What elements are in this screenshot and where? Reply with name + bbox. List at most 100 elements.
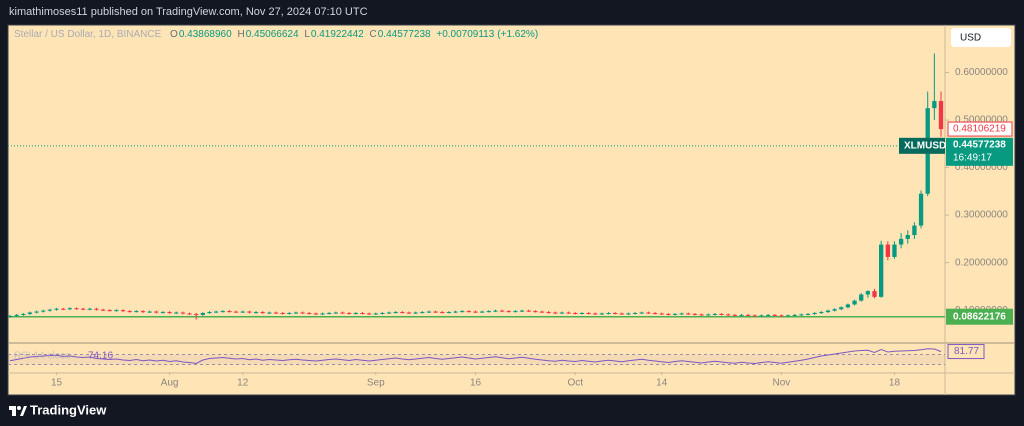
candle-body [74,308,79,310]
candle-body [845,304,851,308]
y-tick-label: 0.40000000 [955,162,1008,173]
candle-body [300,312,305,314]
candle-body [34,311,39,313]
x-tick-label: 15 [51,378,63,389]
candle-body [759,315,764,317]
candle-body [486,311,491,313]
candle-body [187,313,192,315]
candle-body [506,311,511,313]
currency-label[interactable]: USD [960,33,981,44]
symbol-tag [899,137,945,154]
candle-body [612,313,618,315]
candle-body [526,310,531,312]
candle-body [154,311,159,313]
candle-body [898,238,904,245]
candle-body [852,300,857,305]
candle-body [559,312,565,314]
candle-body [932,101,937,109]
candle-body [706,314,711,316]
ohlc-key: O [170,29,178,40]
rsi-name: RSI 14 close [14,351,71,362]
logo [9,406,27,416]
candle-body [333,312,339,314]
candle-body [719,313,724,315]
candle-body [493,310,498,312]
x-tick-label: Sep [367,378,385,389]
candle-body [273,312,279,314]
symbol-title: Stellar / US Dollar, 1D, BINANCE [14,29,162,40]
x-tick-label: 14 [656,378,668,389]
x-tick-label: 16 [470,378,482,389]
candle-body [207,312,212,314]
candle-body [579,313,585,315]
candle-body [353,313,358,315]
chart-area [7,24,1016,396]
prev-close-label: 0.48106219 [953,124,1006,135]
candle-body [167,312,172,314]
candle-body [892,244,897,257]
candle-body [327,313,332,315]
level-label: 0.08622176 [953,311,1006,322]
candle-body [54,308,59,310]
y-tick-label: 0.60000000 [955,67,1008,78]
candle-body [632,313,638,315]
candle-body [785,315,791,317]
ohlc-value: 0.45066624 [245,29,299,40]
candle-body [619,313,624,315]
candle-body [812,313,817,315]
candle-body [765,314,771,316]
brand: TradingView [30,402,107,417]
candle-body [307,313,312,315]
candle-body [260,312,265,314]
rsi-ma: 74.16 [88,351,113,362]
candle-body [539,311,545,313]
currency-button[interactable] [951,28,1011,47]
candle-body [686,313,691,315]
candle-body [114,310,119,312]
candle-body [586,313,591,315]
candle-body [67,308,73,310]
rsi-band [8,354,945,365]
candle-body [513,311,518,313]
candle-body [180,312,186,314]
candle-body [380,313,385,315]
rsi-tag [947,344,985,360]
candle-body [779,315,784,317]
candle-body [320,313,325,315]
legend: Stellar / US Dollar, 1D, BINANCE O0.4386… [14,29,541,40]
candle-body [652,313,658,315]
candle-body [473,311,478,313]
candle-body [413,312,418,314]
x-tick-label: 18 [889,378,901,389]
candle-body [287,313,292,315]
candle-body [672,313,678,315]
candle-body [832,309,837,311]
candle-body [938,101,944,130]
ohlc-key: H [237,29,245,40]
candle-body [360,313,365,315]
candle-body [466,311,472,313]
candle-body [346,313,352,315]
candle-body [293,312,299,314]
candle-body [393,312,398,314]
candle-body [406,312,412,314]
candle-body [593,313,598,315]
candle-body [918,193,924,226]
candle-body [87,308,92,310]
candle-body [340,312,345,314]
candle-body [267,312,272,314]
candle-body [646,312,651,314]
x-tick-label: Aug [161,378,179,389]
candle-body [373,313,378,315]
change: +0.00709113 [436,29,495,40]
candle-body [912,225,917,236]
candle-body [499,310,505,312]
candle-body [839,307,844,310]
candle-body [626,313,631,315]
ohlc-value: 0.44577238 [377,29,431,40]
candle-body [21,313,26,315]
y-tick-label: 0.50000000 [955,115,1008,126]
candle-body [639,312,644,314]
candle-body [859,294,864,301]
